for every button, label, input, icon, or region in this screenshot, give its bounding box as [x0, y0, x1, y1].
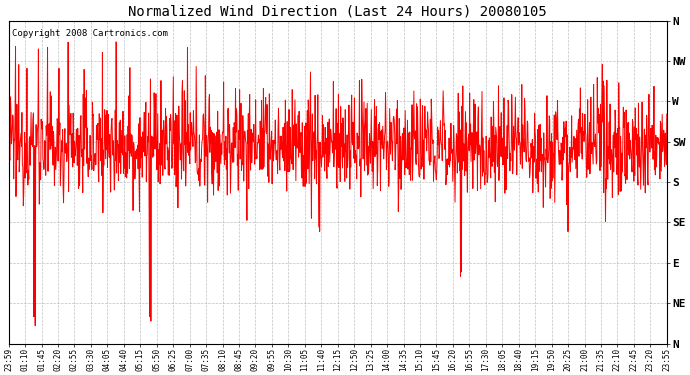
Title: Normalized Wind Direction (Last 24 Hours) 20080105: Normalized Wind Direction (Last 24 Hours… — [128, 4, 547, 18]
Text: Copyright 2008 Cartronics.com: Copyright 2008 Cartronics.com — [12, 29, 168, 38]
